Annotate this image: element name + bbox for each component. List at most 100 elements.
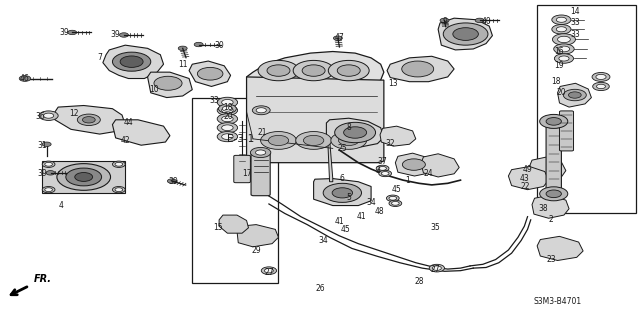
Circle shape [45,188,52,192]
Text: 13: 13 [388,79,398,88]
Circle shape [255,150,266,155]
Circle shape [389,200,402,206]
Text: 45: 45 [392,185,401,194]
Circle shape [83,117,95,123]
Circle shape [221,116,233,122]
Circle shape [218,104,236,113]
Text: 14: 14 [571,7,580,16]
Text: 49: 49 [523,165,532,174]
Circle shape [221,125,233,130]
Circle shape [328,60,369,81]
Circle shape [323,183,362,202]
Circle shape [77,114,100,125]
Text: 21: 21 [258,128,268,137]
Text: 33: 33 [571,30,580,39]
Text: 47: 47 [334,33,344,42]
Circle shape [332,188,353,198]
Circle shape [178,46,187,50]
Text: 34: 34 [318,236,328,245]
Polygon shape [537,236,583,261]
Text: 39: 39 [60,28,69,37]
Text: FR.: FR. [34,274,52,284]
Circle shape [250,147,271,158]
Circle shape [221,134,233,139]
Text: 48: 48 [374,207,384,216]
Circle shape [113,187,125,193]
Circle shape [540,115,568,128]
Polygon shape [557,83,591,107]
Circle shape [335,122,376,143]
Text: 27: 27 [264,268,274,277]
Circle shape [75,173,93,182]
Polygon shape [380,126,416,146]
Circle shape [168,179,176,183]
Circle shape [221,108,233,113]
Text: 38: 38 [538,204,548,213]
Circle shape [217,97,237,108]
Text: 45: 45 [340,225,351,234]
Text: 36: 36 [35,112,45,121]
Circle shape [403,159,426,170]
Text: 6: 6 [340,174,345,183]
Text: 7: 7 [97,53,102,62]
FancyBboxPatch shape [559,111,573,151]
Text: 39: 39 [111,30,120,39]
Text: 18: 18 [552,77,561,86]
Text: 39: 39 [37,169,47,178]
Circle shape [221,100,233,105]
Circle shape [252,106,270,115]
Text: 37: 37 [378,157,387,166]
Circle shape [596,84,605,89]
Text: 15: 15 [213,223,223,232]
Circle shape [475,18,484,23]
Circle shape [558,46,570,52]
Polygon shape [421,154,460,177]
Polygon shape [396,153,434,176]
Text: 4: 4 [59,201,64,210]
Circle shape [258,60,299,81]
Circle shape [339,135,359,145]
Text: 33: 33 [210,96,220,105]
Circle shape [552,25,571,34]
Circle shape [115,162,123,166]
Text: 46: 46 [19,74,29,83]
Circle shape [57,164,111,190]
Circle shape [42,187,55,193]
Polygon shape [113,120,170,145]
Text: 2: 2 [549,215,554,224]
Text: 27: 27 [430,264,440,274]
FancyBboxPatch shape [251,152,270,196]
Polygon shape [387,56,454,82]
Circle shape [268,135,289,145]
Polygon shape [219,215,248,233]
Polygon shape [508,167,548,190]
Circle shape [113,52,151,71]
Text: 41: 41 [334,217,344,226]
Text: 34: 34 [366,198,376,207]
Circle shape [554,54,573,63]
Circle shape [42,142,51,146]
Circle shape [293,60,334,81]
Circle shape [115,188,123,192]
Circle shape [217,105,237,115]
Circle shape [389,196,397,200]
Circle shape [552,34,575,45]
Circle shape [42,161,55,167]
Circle shape [392,201,399,205]
Circle shape [261,267,276,274]
Circle shape [19,76,31,81]
Polygon shape [246,51,384,93]
Circle shape [563,89,586,101]
Circle shape [296,131,332,149]
Circle shape [546,190,561,197]
Polygon shape [326,118,384,147]
Text: 41: 41 [356,212,366,221]
Text: 1: 1 [405,176,410,185]
Text: 10: 10 [149,85,159,94]
Text: 22: 22 [521,182,531,191]
Circle shape [444,23,488,45]
Polygon shape [438,18,492,50]
Text: 44: 44 [124,118,133,128]
Circle shape [222,106,232,111]
Circle shape [387,195,399,201]
